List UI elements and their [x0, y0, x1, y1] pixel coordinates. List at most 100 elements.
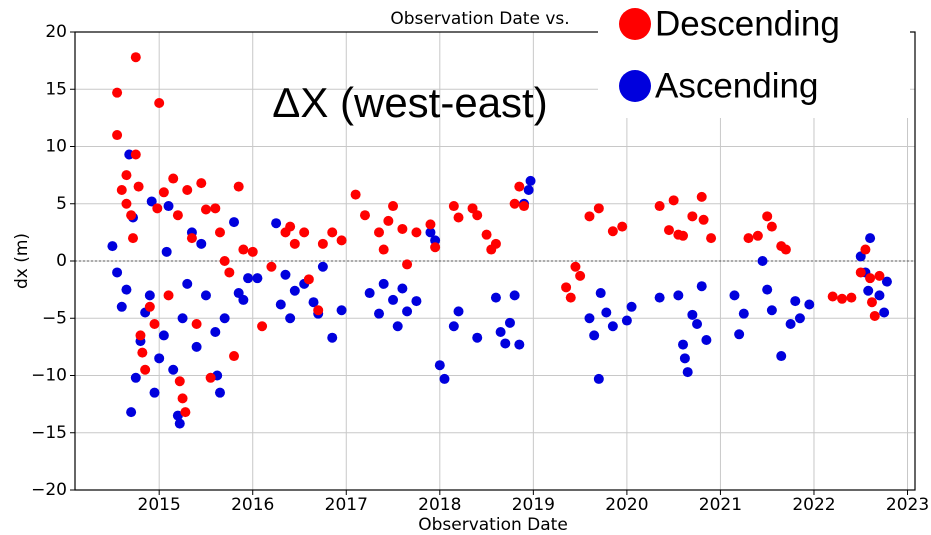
- point: [794, 313, 805, 324]
- point: [275, 299, 286, 310]
- point: [182, 185, 193, 196]
- point: [121, 284, 132, 295]
- point: [402, 306, 413, 317]
- point: [869, 310, 880, 321]
- point: [238, 294, 249, 305]
- point: [144, 301, 155, 312]
- point: [126, 407, 137, 418]
- point: [687, 309, 698, 320]
- point: [780, 244, 791, 255]
- point: [490, 238, 501, 249]
- x-axis-label: Observation Date: [418, 515, 568, 535]
- point: [130, 52, 141, 63]
- point: [112, 130, 123, 141]
- point: [285, 313, 296, 324]
- point: [673, 290, 684, 301]
- x-tick-label: 2015: [138, 495, 181, 515]
- point: [411, 227, 422, 238]
- point: [374, 227, 385, 238]
- point: [219, 313, 230, 324]
- point: [762, 211, 773, 222]
- y-tick-label: 15: [45, 79, 67, 99]
- point: [219, 256, 230, 266]
- point: [350, 189, 361, 200]
- point: [701, 335, 712, 346]
- x-tick-label: 2017: [325, 495, 368, 515]
- point: [392, 321, 403, 332]
- point: [127, 233, 138, 244]
- legend-label: Descending: [655, 4, 840, 43]
- point: [200, 204, 211, 215]
- point: [881, 276, 892, 287]
- x-tick-label: 2020: [605, 495, 648, 515]
- point: [191, 341, 202, 352]
- y-tick-label: −15: [31, 423, 67, 443]
- point: [706, 233, 717, 244]
- point: [617, 221, 628, 232]
- point: [570, 261, 581, 272]
- points: [107, 52, 892, 429]
- point: [152, 203, 163, 214]
- point: [738, 308, 749, 319]
- y-tick-label: 10: [45, 137, 67, 157]
- point: [766, 305, 777, 316]
- point: [804, 299, 815, 310]
- point: [593, 373, 604, 384]
- point: [448, 321, 459, 332]
- point: [196, 178, 207, 189]
- point: [336, 235, 347, 246]
- point: [229, 351, 240, 362]
- point: [224, 267, 235, 278]
- point: [495, 326, 506, 337]
- point: [271, 218, 282, 229]
- point: [397, 223, 408, 234]
- x-tick-label: 2019: [512, 495, 555, 515]
- point: [874, 290, 885, 301]
- y-tick-label: −20: [31, 480, 67, 500]
- point: [378, 244, 389, 255]
- point: [180, 407, 191, 418]
- point: [299, 227, 310, 238]
- point: [168, 173, 179, 184]
- point: [205, 372, 216, 383]
- point: [607, 226, 618, 237]
- point: [149, 387, 160, 398]
- point: [448, 201, 459, 212]
- point: [654, 292, 665, 303]
- point: [866, 297, 877, 308]
- point: [865, 273, 876, 284]
- point: [144, 290, 155, 301]
- point: [388, 294, 399, 305]
- point: [514, 339, 525, 350]
- point: [472, 210, 483, 221]
- point: [776, 351, 787, 362]
- point: [182, 278, 193, 289]
- point: [678, 339, 689, 350]
- point: [860, 244, 871, 255]
- point: [252, 273, 263, 284]
- point: [626, 301, 637, 312]
- y-tick-label: 20: [45, 22, 67, 42]
- point: [785, 318, 796, 329]
- point: [317, 261, 328, 272]
- point: [186, 233, 197, 244]
- point: [589, 330, 600, 341]
- point: [584, 211, 595, 222]
- point: [364, 288, 375, 299]
- point: [135, 330, 146, 341]
- point: [698, 214, 709, 225]
- point: [383, 215, 394, 226]
- point: [827, 291, 838, 302]
- point: [607, 321, 618, 332]
- point: [161, 246, 172, 257]
- point: [374, 308, 385, 319]
- point: [425, 219, 436, 230]
- y-tick-label: −5: [42, 308, 67, 328]
- x-tick-label: 2016: [231, 495, 274, 515]
- point: [595, 288, 606, 299]
- point: [168, 364, 179, 375]
- chart-title: Observation Date vs.: [390, 9, 569, 29]
- point: [430, 242, 441, 253]
- point: [766, 221, 777, 232]
